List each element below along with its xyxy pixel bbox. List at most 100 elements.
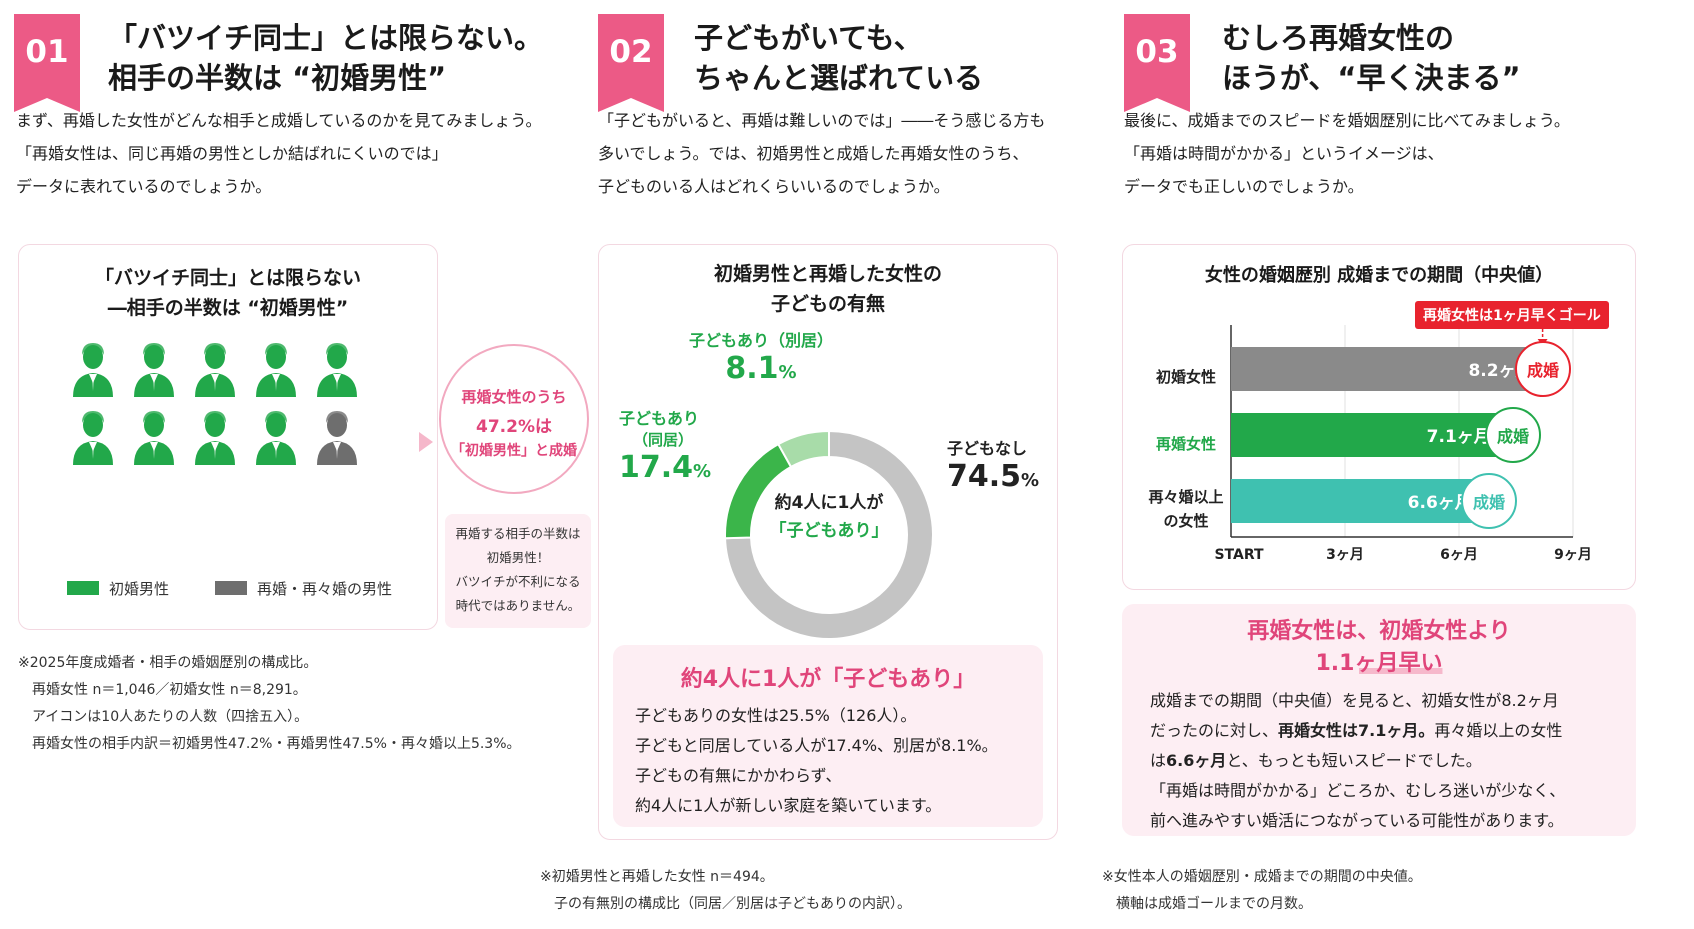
label-no-child-name: 子どもなし xyxy=(947,439,1028,458)
legend-label-remarried: 再婚・再々婚の男性 xyxy=(257,580,393,598)
note-box: 再婚する相手の半数は 初婚男性！ バツイチが不利になる 時代ではありません。 xyxy=(445,514,591,628)
bar-first-marriage xyxy=(1231,347,1543,391)
footnote-line: 再婚女性 n＝1,046／初婚女性 n＝8,291。 xyxy=(32,682,307,698)
summary-line: 子どもと同居している人が17.4%、別居が8.1%。 xyxy=(635,736,998,755)
x-tick-label: 6ヶ月 xyxy=(1440,547,1478,563)
summary-line: 約4人に1人が新しい家庭を築いています。 xyxy=(635,796,942,815)
intro-line: 多いでしょう。では、初婚男性と成婚した再婚女性のうち、 xyxy=(598,144,1029,163)
person-icon xyxy=(254,407,298,467)
label-child-separate: 子どもあり（別居） 8.1% xyxy=(671,327,851,386)
label-child-cohabit: 子どもあり （同居） 17.4% xyxy=(619,405,719,485)
intro-line: 最後に、成婚までのスピードを婚姻歴別に比べてみましょう。 xyxy=(1124,111,1570,130)
legend-label-first-marriage: 初婚男性 xyxy=(109,580,170,598)
intro-line: 「再婚女性は、同じ再婚の男性としか結ばれにくいのでは」 xyxy=(16,144,448,163)
seal-first-marriage: 成婚 xyxy=(1515,341,1571,397)
center-line1: 約4人に1人が xyxy=(774,493,884,513)
seal-remarried-again: 成婚 xyxy=(1461,473,1517,529)
footnote-line: 横軸は成婚ゴールまでの月数。 xyxy=(1116,896,1312,912)
summary-text: は xyxy=(1150,751,1167,770)
footnote-line: ※初婚男性と再婚した女性 n＝494。 xyxy=(540,869,774,885)
person-icon xyxy=(132,407,176,467)
duration-summary-title-line1: 再婚女性は、初婚女性より xyxy=(1247,619,1511,644)
partner-breakdown-card: 「バツイチ同士」とは限らない ―相手の半数は “初婚男性” 初婚男性 再婚・再々… xyxy=(18,244,438,630)
intro-line: 「子どもがいると、再婚は難しいのでは」――そう感じる方も xyxy=(598,111,1046,130)
legend-swatch-remarried xyxy=(215,581,247,595)
bar-remarried xyxy=(1231,413,1501,457)
summary-text: 前へ進みやすい婚活につながっている可能性があります。 xyxy=(1150,811,1564,830)
label-child-cohabit-value: 17.4% xyxy=(619,450,719,485)
card1-title-line2: ―相手の半数は “初婚男性” xyxy=(107,297,349,319)
summary-text: と、もっとも短いスピードでした。 xyxy=(1226,751,1482,770)
percent-sign: % xyxy=(778,362,797,383)
summary-line: だったのに対し、再婚女性は7.1ヶ月。再々婚以上の女性 xyxy=(1150,716,1565,746)
card1-title-line1: 「バツイチ同士」とは限らない xyxy=(94,267,361,289)
intro-line: 「再婚は時間がかかる」というイメージは、 xyxy=(1124,144,1444,163)
bar-remarried-again xyxy=(1231,479,1482,523)
summary-line: 成婚までの期間（中央値）を見ると、初婚女性が8.2ヶ月 xyxy=(1150,686,1565,716)
summary-line: 前へ進みやすい婚活につながっている可能性があります。 xyxy=(1150,806,1565,836)
summary-text: 「再婚は時間がかかる」どころか、むしろ迷いが少なく、 xyxy=(1150,781,1566,800)
duration-summary-title: 再婚女性は、初婚女性より 1.1ヶ月早い xyxy=(1122,616,1636,680)
circle-line2: 47.2%は xyxy=(476,417,552,437)
row-label-remarried: 再婚女性 xyxy=(1155,435,1216,453)
value-number: 74.5 xyxy=(947,459,1022,494)
section-intro-01: まず、再婚した女性がどんな相手と成婚しているのかを見てみましょう。 「再婚女性は… xyxy=(16,104,541,203)
label-child-separate-name: 子どもあり（別居） xyxy=(688,331,833,350)
person-icon xyxy=(315,339,359,399)
card3-title: 女性の婚姻歴別 成婚までの期間（中央値） xyxy=(1204,265,1554,286)
footnote-03: ※女性本人の婚姻歴別・成婚までの期間の中央値。 横軸は成婚ゴールまでの月数。 xyxy=(1102,864,1422,918)
center-line2: 「子どもあり」 xyxy=(769,521,889,541)
duration-summary-panel: 再婚女性は、初婚女性より 1.1ヶ月早い 成婚までの期間（中央値）を見ると、初婚… xyxy=(1122,604,1636,836)
person-icon xyxy=(71,407,115,467)
summary-line: 子どもありの女性は25.5%（126人）。 xyxy=(635,706,917,725)
section-title-02: 子どもがいても、 ちゃんと選ばれている xyxy=(694,18,983,98)
highlight-circle: 再婚女性のうち 47.2%は 「初婚男性」と成婚 xyxy=(439,344,589,494)
intro-line: データでも正しいのでしょうか。 xyxy=(1124,177,1364,196)
intro-line: まず、再婚した女性がどんな相手と成婚しているのかを見てみましょう。 xyxy=(16,111,542,130)
value-number: 17.4 xyxy=(619,450,694,485)
x-tick-label: 9ヶ月 xyxy=(1554,547,1592,563)
summary-text: 再々婚以上の女性 xyxy=(1434,721,1563,740)
callout-one-month-faster: 再婚女性は1ヶ月早くゴール xyxy=(1415,301,1609,329)
note-line: 時代ではありません。 xyxy=(455,598,581,613)
person-icon xyxy=(193,339,237,399)
duration-chart-card: 女性の婚姻歴別 成婚までの期間（中央値） 8.2ヶ月 7.1ヶ月 6.6ヶ月 STAR… xyxy=(1122,244,1636,590)
note-line: 初婚男性！ xyxy=(486,550,550,565)
card2-title-line1: 初婚男性と再婚した女性の xyxy=(713,263,942,285)
summary-bold: 6.6ヶ月 xyxy=(1166,751,1227,770)
children-donut-chart xyxy=(724,429,934,640)
circle-line3: 「初婚男性」と成婚 xyxy=(451,443,577,459)
percent-sign: % xyxy=(693,461,712,482)
row-label-remarried-again: 再々婚以上 の女性 xyxy=(1141,485,1231,533)
person-icon xyxy=(315,407,359,467)
row-label-first-marriage: 初婚女性 xyxy=(1155,368,1216,386)
footnote-line: ※女性本人の婚姻歴別・成婚までの期間の中央値。 xyxy=(1102,869,1422,885)
footnote-line: ※2025年度成婚者・相手の婚姻歴別の構成比。 xyxy=(18,655,318,671)
arrow-right-icon xyxy=(419,432,433,452)
summary-bold: 再婚女性は7.1ヶ月。 xyxy=(1278,721,1435,740)
card2-title-line2: 子どもの有無 xyxy=(770,293,885,315)
summary-line: は6.6ヶ月と、もっとも短いスピードでした。 xyxy=(1150,746,1565,776)
footnote-line: 子の有無別の構成比（同居／別居は子どもありの内訳）。 xyxy=(554,896,911,912)
x-tick-label: START xyxy=(1214,547,1264,563)
summary-line: 子どもの有無にかかわらず、 xyxy=(635,766,842,785)
summary-text: だったのに対し、 xyxy=(1150,721,1279,740)
percent-sign: % xyxy=(1021,470,1040,491)
intro-line: 子どものいる人はどれくらいいるのでしょうか。 xyxy=(598,177,950,196)
label-no-child: 子どもなし 74.5% xyxy=(947,435,1047,494)
label-child-cohabit-name2: （同居） xyxy=(633,431,694,449)
x-tick-label: 3ヶ月 xyxy=(1326,547,1364,563)
section-title-02-line2: ちゃんと選ばれている xyxy=(694,61,984,95)
section-intro-03: 最後に、成婚までのスピードを婚姻歴別に比べてみましょう。 「再婚は時間がかかる」… xyxy=(1124,104,1570,203)
note-line: バツイチが不利になる xyxy=(455,574,581,589)
children-status-card: 初婚男性と再婚した女性の 子どもの有無 約4人に1人が 「子どもあり」 子どもあ… xyxy=(598,244,1058,840)
section-number-badge-03: 03 xyxy=(1124,14,1190,112)
person-icon xyxy=(254,339,298,399)
donut-slice-child-separate xyxy=(776,429,830,469)
summary-line: 「再婚は時間がかかる」どころか、むしろ迷いが少なく、 xyxy=(1150,776,1565,806)
section-number-badge-02: 02 xyxy=(598,14,664,112)
children-summary-body: 子どもありの女性は25.5%（126人）。 子どもと同居している人が17.4%、… xyxy=(635,701,998,821)
card2-title: 初婚男性と再婚した女性の 子どもの有無 xyxy=(599,259,1057,319)
person-icon xyxy=(71,339,115,399)
